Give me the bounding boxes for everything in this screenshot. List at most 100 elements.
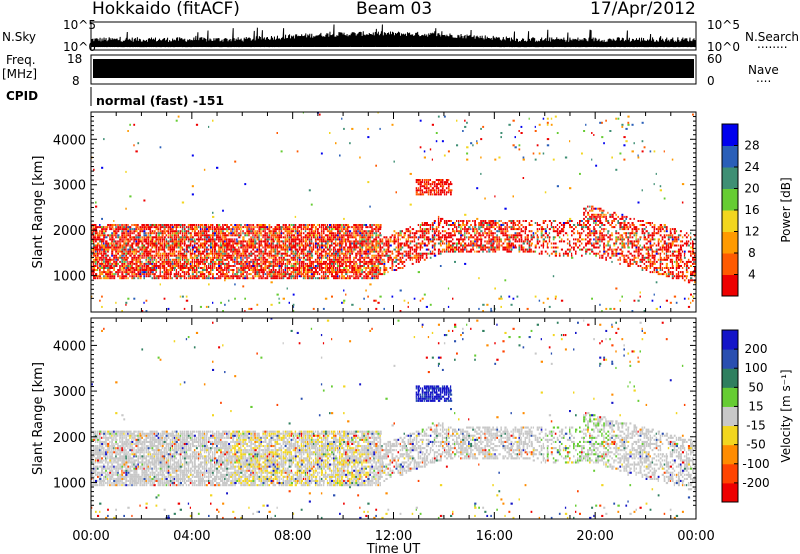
power-cell <box>579 234 582 237</box>
power-cell <box>250 228 252 231</box>
power-cell <box>121 265 124 267</box>
power-cell <box>518 130 520 132</box>
power-cell <box>371 248 373 251</box>
power-cell <box>558 222 562 224</box>
power-cell <box>153 256 156 259</box>
power-cell <box>365 254 367 257</box>
power-cell <box>335 256 337 259</box>
power-cell <box>274 275 277 278</box>
power-cell <box>556 234 560 237</box>
power-cell <box>133 230 136 233</box>
power-cell <box>268 230 271 233</box>
power-cell <box>157 277 160 280</box>
power-cell <box>147 238 150 241</box>
power-cell <box>345 256 347 259</box>
power-cell <box>371 269 374 271</box>
power-cell <box>175 236 178 239</box>
power-cell <box>268 256 270 259</box>
power-cell <box>103 275 105 278</box>
power-cell <box>322 256 325 259</box>
power-cell <box>238 260 240 263</box>
power-cell <box>349 142 351 145</box>
power-cell <box>151 273 154 276</box>
power-cell <box>216 262 218 265</box>
power-cell <box>318 244 321 247</box>
power-cell <box>397 250 400 253</box>
power-cell <box>258 254 260 257</box>
power-cell <box>439 265 442 267</box>
power-cell <box>450 181 452 184</box>
power-cell <box>363 275 365 278</box>
power-cell <box>107 258 110 261</box>
power-cell <box>335 258 337 261</box>
power-cell <box>464 119 466 122</box>
power-cell <box>177 252 180 255</box>
power-cell <box>137 238 140 241</box>
power-cell <box>395 254 398 257</box>
power-cell <box>415 236 417 239</box>
power-cell <box>532 232 535 235</box>
power-cell <box>437 226 440 229</box>
power-cell <box>349 275 351 278</box>
power-cell <box>173 265 177 267</box>
power-cell <box>171 267 174 269</box>
power-cell <box>203 250 206 253</box>
power-cell <box>385 238 387 241</box>
power-cell <box>359 269 361 271</box>
power-cell <box>145 256 147 259</box>
power-cell <box>445 187 448 190</box>
power-cell <box>159 252 161 255</box>
power-cell <box>123 242 126 245</box>
power-cell <box>403 299 406 302</box>
power-cell <box>228 242 231 245</box>
power-cell <box>363 277 365 280</box>
power-cell <box>556 246 559 249</box>
power-cell <box>363 262 366 265</box>
power-cell <box>522 158 525 161</box>
power-cell <box>359 273 362 276</box>
power-cell <box>127 228 130 231</box>
power-cell <box>183 262 186 265</box>
power-cell <box>502 234 505 237</box>
power-cell <box>613 252 615 255</box>
power-cell <box>234 232 236 235</box>
power-cell <box>579 244 581 247</box>
power-cell <box>185 277 187 280</box>
power-cell <box>488 242 490 245</box>
power-cell <box>97 254 99 257</box>
power-cell <box>450 244 452 247</box>
power-cell <box>203 262 206 265</box>
power-cell <box>347 226 350 229</box>
power-cell <box>208 125 210 128</box>
power-cell <box>256 236 259 239</box>
power-cell <box>125 265 128 267</box>
power-cell <box>119 226 122 229</box>
power-cell <box>236 275 239 278</box>
power-cell <box>240 265 243 267</box>
power-cell <box>197 246 201 249</box>
power-cell <box>347 269 350 271</box>
power-cell <box>318 240 321 243</box>
power-cell <box>256 238 259 241</box>
power-cell <box>201 256 204 259</box>
power-cell <box>583 226 585 229</box>
power-cell <box>512 244 515 247</box>
power-cell <box>242 242 244 245</box>
power-cell <box>135 224 138 226</box>
power-cell <box>244 265 246 267</box>
power-cell <box>171 240 174 243</box>
power-cell <box>234 160 237 163</box>
power-cell <box>135 269 138 271</box>
power-cell <box>540 244 543 247</box>
power-cell <box>240 269 243 271</box>
power-cell <box>175 262 178 265</box>
power-cell <box>236 238 238 241</box>
power-cell <box>286 254 289 257</box>
power-cell <box>260 275 262 278</box>
power-cell <box>312 244 315 247</box>
power-cell <box>141 244 144 247</box>
power-cell <box>437 215 440 218</box>
power-cell <box>383 242 385 245</box>
power-cell <box>615 217 617 220</box>
power-cell <box>454 230 456 233</box>
